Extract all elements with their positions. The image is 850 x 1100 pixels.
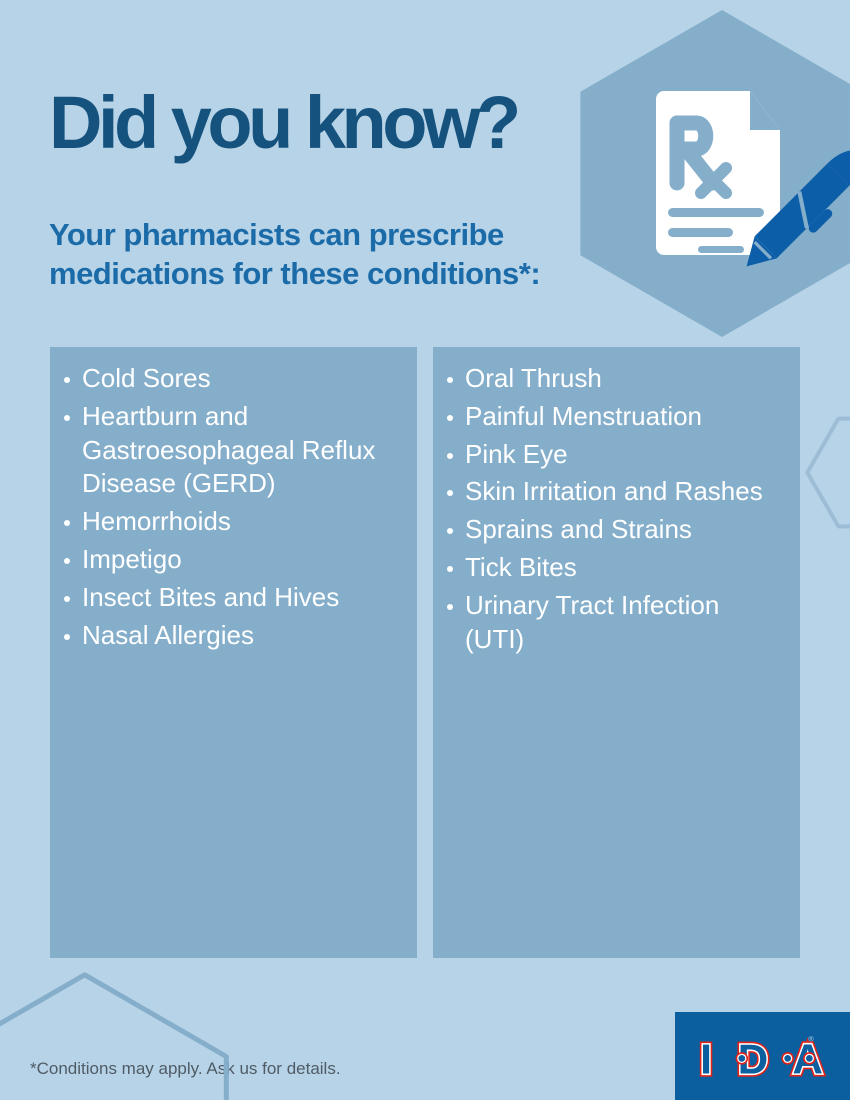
- svg-text:®: ®: [808, 1034, 814, 1043]
